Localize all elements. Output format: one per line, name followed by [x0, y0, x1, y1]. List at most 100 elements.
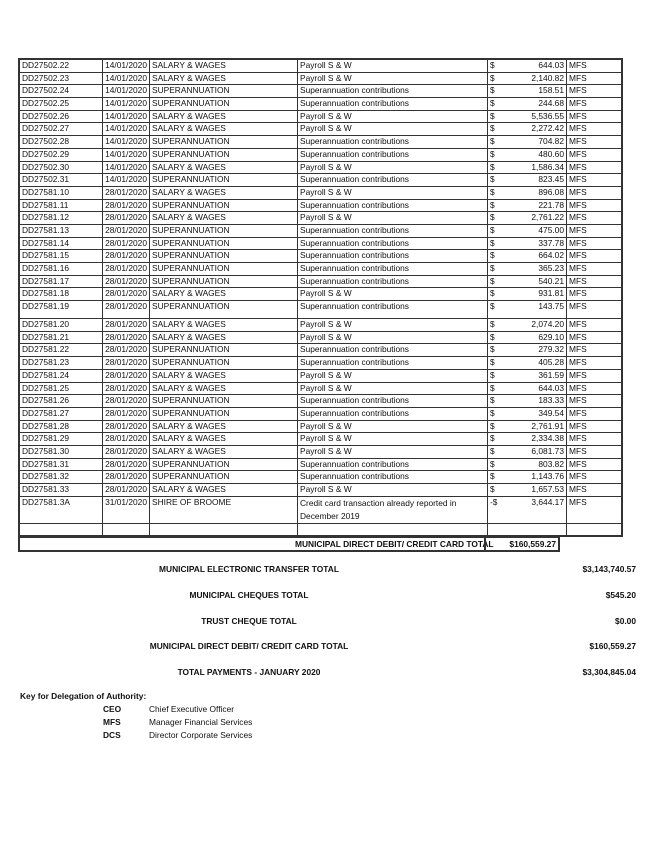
key-desc: Director Corporate Services: [149, 730, 253, 740]
cell-reference: DD27581.11: [18, 198, 103, 213]
table-row: DD27502.24 14/01/2020 SUPERANNUATION Supera…: [18, 84, 623, 99]
cell-payee: SALARY & WAGES: [149, 58, 298, 73]
cell-currency: $: [487, 368, 500, 383]
cell-authority: MFS: [566, 58, 623, 73]
key-heading: Key for Delegation of Authority:: [20, 691, 146, 701]
cell-date: 28/01/2020: [102, 274, 150, 289]
empty-cell: [566, 522, 623, 537]
cell-currency: $: [487, 198, 500, 213]
cell-description: Superannuation contributions: [297, 470, 488, 484]
cell-date: 14/01/2020: [102, 109, 150, 124]
cell-description: Payroll S & W: [297, 483, 488, 497]
cell-reference: DD27581.24: [18, 368, 103, 383]
cell-date: 14/01/2020: [102, 147, 150, 162]
cell-authority: MFS: [566, 122, 623, 137]
cell-amount: 244.68: [500, 97, 567, 111]
cell-payee: SUPERANNUATION: [149, 274, 298, 289]
cell-authority: MFS: [566, 223, 623, 238]
cell-amount: 3,644.17: [500, 495, 567, 524]
cell-amount: 2,074.20: [500, 318, 567, 332]
cell-date: 28/01/2020: [102, 287, 150, 302]
cell-amount: 2,140.82: [500, 71, 567, 86]
cell-currency: $: [487, 84, 500, 99]
table-row: DD27581.25 28/01/2020 SALARY & WAGES Payrol…: [18, 381, 623, 396]
cell-authority: MFS: [566, 318, 623, 332]
table-row: DD27581.3A 31/01/2020 SHIRE OF BROOME Credi…: [18, 495, 623, 524]
cell-payee: SUPERANNUATION: [149, 97, 298, 111]
cell-authority: MFS: [566, 457, 623, 472]
cell-amount: 143.75: [500, 300, 567, 320]
cell-currency: $: [487, 249, 500, 263]
cell-description: Superannuation contributions: [297, 97, 488, 111]
cell-reference: DD27502.24: [18, 84, 103, 99]
key-desc: Chief Executive Officer: [149, 704, 235, 714]
cell-reference: DD27581.10: [18, 185, 103, 200]
cell-date: 31/01/2020: [102, 495, 150, 524]
cell-payee: SUPERANNUATION: [149, 343, 298, 358]
cell-reference: DD27502.28: [18, 135, 103, 149]
cell-payee: SUPERANNUATION: [149, 84, 298, 99]
cell-payee: SALARY & WAGES: [149, 287, 298, 302]
cell-description: Payroll S & W: [297, 381, 488, 396]
table-row: DD27581.28 28/01/2020 SALARY & WAGES Payrol…: [18, 419, 623, 434]
cell-reference: DD27581.33: [18, 483, 103, 497]
cell-reference: DD27502.31: [18, 173, 103, 187]
table-row: DD27502.22 14/01/2020 SALARY & WAGES Payrol…: [18, 58, 623, 73]
cell-currency: $: [487, 287, 500, 302]
cell-reference: DD27581.27: [18, 406, 103, 421]
cell-payee: SUPERANNUATION: [149, 198, 298, 213]
cell-reference: DD27581.23: [18, 356, 103, 370]
cell-reference: DD27581.12: [18, 211, 103, 225]
summary-label: TRUST CHEQUE TOTAL: [201, 616, 297, 626]
cell-payee: SUPERANNUATION: [149, 249, 298, 263]
cell-currency: $: [487, 419, 500, 434]
cell-currency: $: [487, 406, 500, 421]
cell-currency: $: [487, 262, 500, 276]
cell-reference: DD27581.19: [18, 300, 103, 320]
key-abbr: CEO: [103, 704, 122, 714]
summary-value: $0.00: [615, 616, 636, 626]
cell-currency: $: [487, 160, 500, 175]
cell-authority: MFS: [566, 406, 623, 421]
cell-description: Superannuation contributions: [297, 147, 488, 162]
cell-description: Credit card transaction already reported…: [297, 495, 488, 524]
cell-authority: MFS: [566, 84, 623, 99]
cell-description: Superannuation contributions: [297, 300, 488, 320]
cell-payee: SALARY & WAGES: [149, 444, 298, 459]
cell-payee: SALARY & WAGES: [149, 122, 298, 137]
table-total-row: MUNICIPAL DIRECT DEBIT/ CREDIT CARD TOTA…: [18, 536, 560, 552]
summary-label: MUNICIPAL ELECTRONIC TRANSFER TOTAL: [159, 564, 339, 574]
summary-label: TOTAL PAYMENTS - JANUARY 2020: [177, 667, 321, 677]
cell-currency: -$: [487, 495, 500, 524]
cell-currency: $: [487, 330, 500, 345]
cell-date: 28/01/2020: [102, 457, 150, 472]
cell-currency: $: [487, 432, 500, 446]
cell-amount: 5,536.55: [500, 109, 567, 124]
cell-authority: MFS: [566, 287, 623, 302]
cell-authority: MFS: [566, 249, 623, 263]
table-row: DD27581.30 28/01/2020 SALARY & WAGES Payrol…: [18, 444, 623, 459]
cell-authority: MFS: [566, 394, 623, 408]
cell-authority: MFS: [566, 274, 623, 289]
key-abbr: MFS: [103, 717, 121, 727]
cell-description: Superannuation contributions: [297, 249, 488, 263]
summary-value: $545.20: [605, 590, 636, 600]
cell-date: 14/01/2020: [102, 97, 150, 111]
cell-authority: MFS: [566, 495, 623, 524]
table-row: DD27581.24 28/01/2020 SALARY & WAGES Payrol…: [18, 368, 623, 383]
cell-amount: 279.32: [500, 343, 567, 358]
cell-amount: 823.45: [500, 173, 567, 187]
table-row: DD27581.22 28/01/2020 SUPERANNUATION Supera…: [18, 343, 623, 358]
cell-currency: $: [487, 58, 500, 73]
cell-authority: MFS: [566, 135, 623, 149]
cell-reference: DD27581.14: [18, 236, 103, 251]
cell-currency: $: [487, 381, 500, 396]
table-total-label: MUNICIPAL DIRECT DEBIT/ CREDIT CARD TOTA…: [295, 539, 494, 549]
cell-description: Payroll S & W: [297, 419, 488, 434]
cell-authority: MFS: [566, 381, 623, 396]
cell-authority: MFS: [566, 160, 623, 175]
summary-label: MUNICIPAL CHEQUES TOTAL: [189, 590, 309, 600]
cell-authority: MFS: [566, 470, 623, 484]
key-abbr: DCS: [103, 730, 121, 740]
cell-reference: DD27502.30: [18, 160, 103, 175]
